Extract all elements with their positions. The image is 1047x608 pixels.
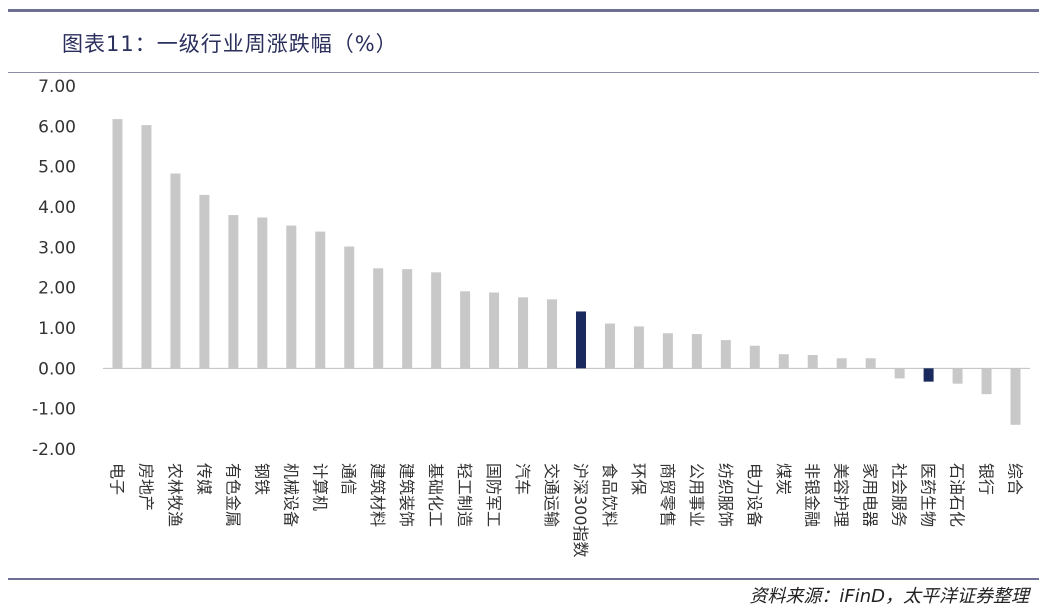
bar: [952, 368, 963, 384]
x-category-label: 食品饮料: [600, 463, 619, 527]
y-tick-label: 5.00: [38, 158, 76, 178]
y-tick-label: 4.00: [38, 198, 76, 218]
bar: [257, 217, 268, 369]
x-axis-labels: 电子 房地产 农林牧渔 传媒 有色金属 钢铁 机械设备 计算机 通信 建筑材料 建筑装饰 基础化工 轻工…: [107, 463, 1024, 558]
x-category-label: 纺织服饰: [716, 463, 735, 527]
x-category-label: 石油石化: [948, 463, 967, 527]
x-category-label: 煤炭: [774, 463, 793, 495]
bar: [807, 355, 818, 369]
bar: [575, 311, 586, 369]
x-category-label: 电子: [107, 463, 126, 495]
x-category-label: 环保: [629, 463, 648, 495]
y-axis-ticks: 7.00 6.00 5.00 4.00 3.00 2.00 1.00 0.00 -1.00 -2.…: [32, 77, 76, 460]
bar: [604, 323, 615, 369]
bar: [112, 119, 123, 369]
bar-series: [112, 119, 1021, 425]
bar: [199, 194, 210, 369]
x-category-label: 有色金属: [223, 463, 242, 527]
x-category-label: 机械设备: [281, 463, 300, 527]
x-category-label: 公用事业: [687, 463, 706, 527]
bar: [373, 268, 384, 369]
bar: [923, 368, 934, 382]
x-category-label: 建筑材料: [368, 463, 387, 527]
x-category-label: 钢铁: [252, 463, 271, 495]
y-tick-label: -2.00: [32, 440, 76, 460]
bar: [691, 334, 702, 369]
y-tick-label: 3.00: [38, 238, 76, 258]
bar: [170, 173, 181, 369]
y-tick-label: -1.00: [32, 400, 76, 420]
bar: [228, 215, 239, 369]
chart-title: 图表11：一级行业周涨跌幅（%）: [62, 32, 398, 56]
top-rule: [8, 9, 1039, 12]
bar: [402, 269, 413, 369]
y-tick-label: 1.00: [38, 319, 76, 339]
bar: [749, 345, 760, 369]
bar: [1010, 368, 1021, 425]
title-divider: [8, 72, 1039, 73]
bar: [315, 231, 326, 369]
x-category-label: 传媒: [194, 463, 213, 495]
x-category-label: 国防军工: [484, 463, 503, 527]
bar: [286, 225, 297, 369]
x-category-label: 银行: [977, 463, 996, 495]
y-tick-label: 7.00: [38, 77, 76, 97]
x-category-label: 基础化工: [426, 463, 445, 527]
x-category-label: 商贸零售: [658, 463, 677, 527]
bar: [836, 358, 847, 369]
bar: [431, 272, 442, 369]
bar: [894, 368, 905, 379]
y-tick-label: 0.00: [38, 359, 76, 379]
x-category-label: 计算机: [310, 463, 329, 511]
bar: [662, 333, 673, 369]
bar: [344, 246, 355, 369]
bar: [141, 125, 152, 369]
bar-chart: 7.00 6.00 5.00 4.00 3.00 2.00 1.00 0.00 -1.00 -2.…: [32, 77, 1030, 558]
source-note: 资料来源：iFinD，太平洋证券整理: [749, 586, 1029, 607]
x-category-label: 家用电器: [861, 463, 880, 527]
bar: [489, 292, 500, 369]
x-category-label: 医药生物: [919, 463, 938, 527]
bar: [720, 340, 731, 369]
x-category-label: 建筑装饰: [397, 463, 416, 527]
x-category-label: 轻工制造: [455, 463, 474, 527]
x-category-label: 房地产: [136, 463, 155, 511]
bar: [547, 299, 558, 369]
x-category-label: 非银金融: [803, 463, 822, 527]
bar: [865, 358, 876, 369]
bottom-rule: [8, 578, 1039, 580]
x-category-label: 汽车: [513, 463, 532, 495]
x-category-label: 农林牧渔: [165, 463, 184, 527]
x-category-label: 电力设备: [745, 463, 764, 527]
x-category-label: 沪深300指数: [571, 463, 590, 558]
bar: [633, 326, 644, 369]
x-category-label: 通信: [339, 463, 358, 495]
bar: [778, 354, 789, 369]
y-tick-label: 6.00: [38, 117, 76, 137]
x-category-label: 社会服务: [890, 463, 909, 527]
x-category-label: 综合: [1006, 463, 1025, 495]
bar: [518, 297, 529, 369]
bar: [460, 291, 471, 369]
x-category-label: 交通运输: [542, 463, 561, 527]
y-tick-label: 2.00: [38, 279, 76, 299]
x-category-label: 美容护理: [832, 463, 851, 527]
bar: [981, 368, 992, 395]
